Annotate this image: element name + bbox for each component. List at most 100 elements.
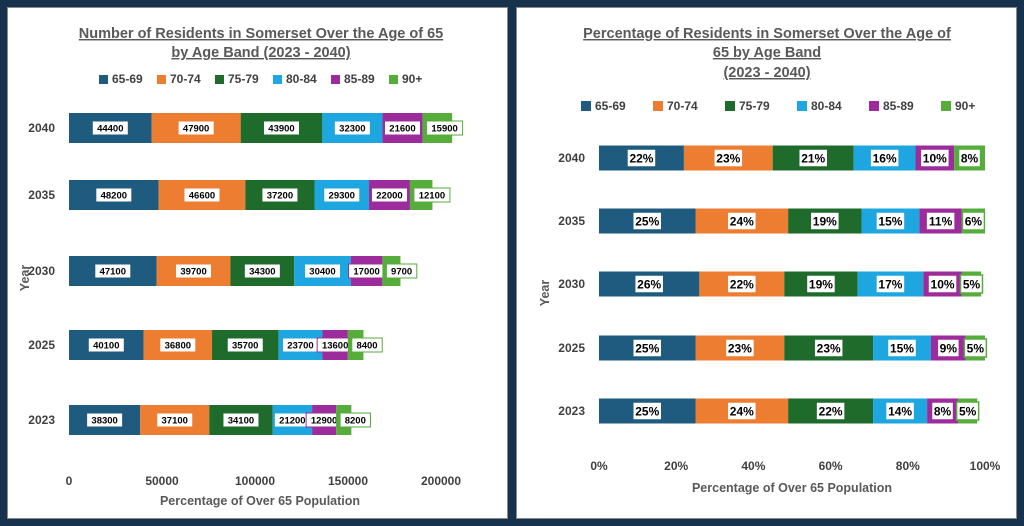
data-label: 17%	[878, 278, 902, 292]
data-label: 8%	[961, 152, 979, 166]
legend-label-70-74: 70-74	[170, 72, 201, 86]
data-label-box	[94, 263, 132, 279]
data-label-box	[304, 263, 342, 279]
data-label: 23%	[728, 342, 752, 356]
data-label: 10%	[931, 278, 955, 292]
data-label: 40100	[93, 341, 119, 352]
data-label: 29300	[329, 191, 355, 202]
legend-swatch-85-89	[869, 101, 879, 111]
data-label: 5%	[963, 278, 981, 292]
data-label-box	[815, 401, 846, 421]
data-label-box	[351, 337, 383, 353]
data-label: 15%	[890, 342, 914, 356]
data-label: 6%	[965, 215, 983, 229]
chart-title-line: (2023 - 2040)	[723, 65, 810, 81]
data-label-box	[323, 187, 361, 203]
data-label-box	[875, 211, 906, 231]
x-tick-label: 150000	[328, 474, 368, 488]
data-label: 35700	[232, 341, 258, 352]
data-label-box	[930, 401, 955, 421]
x-axis-label: Percentage of Over 65 Population	[160, 494, 360, 508]
data-label-box	[263, 120, 301, 136]
x-tick-label: 0%	[590, 459, 608, 473]
legend-label-70-74: 70-74	[667, 99, 698, 113]
x-tick-label: 0	[66, 474, 73, 488]
data-label: 24%	[730, 405, 754, 419]
data-label: 44400	[97, 124, 123, 135]
data-label-box	[726, 401, 758, 421]
legend-label-65-69: 65-69	[595, 99, 626, 113]
legend-label-85-89: 85-89	[883, 99, 914, 113]
legend-swatch-90	[389, 75, 398, 84]
y-tick-label: 2023	[28, 413, 55, 427]
data-label-box	[91, 120, 129, 136]
data-label: 5%	[967, 342, 985, 356]
y-axis-label: Year	[538, 280, 552, 307]
counts-chart: Number of Residents in Somerset Over the…	[18, 26, 464, 508]
x-tick-label: 20%	[664, 459, 688, 473]
y-tick-label: 2023	[558, 404, 585, 418]
y-axis-label: Year	[18, 265, 32, 292]
data-label: 25%	[635, 405, 659, 419]
data-label: 37100	[162, 416, 188, 427]
chart-title-line: by Age Band (2023 - 2040)	[171, 45, 350, 61]
data-label: 13600	[322, 341, 348, 352]
plot-area: 0% 20% 40% 60% 80% 100% 2040 22% 23% 21% 16% 10% 8% 2…	[558, 145, 1001, 473]
legend-swatch-75-79	[725, 101, 735, 111]
data-label: 37200	[267, 191, 293, 202]
data-label: 46600	[189, 191, 215, 202]
y-tick-label: 2040	[558, 151, 585, 165]
x-tick-label: 80%	[896, 459, 920, 473]
data-label: 34300	[249, 267, 275, 278]
data-label: 12900	[311, 416, 337, 427]
y-tick-label: 2040	[28, 121, 55, 135]
data-label-box	[413, 187, 451, 203]
data-label: 47100	[100, 267, 126, 278]
legend-label-65-69: 65-69	[112, 72, 143, 86]
data-label: 21200	[279, 416, 305, 427]
data-label: 22%	[730, 278, 754, 292]
data-label: 36800	[165, 341, 191, 352]
data-label-box	[886, 338, 918, 358]
data-label: 34100	[228, 416, 254, 427]
data-label-box	[632, 401, 663, 421]
data-label: 9%	[940, 342, 958, 356]
data-label: 48200	[101, 191, 127, 202]
data-label-box	[797, 148, 829, 168]
data-label: 17000	[353, 267, 379, 278]
legend-label-75-79: 75-79	[228, 72, 259, 86]
data-label: 22%	[629, 152, 653, 166]
legend: 65-69 70-74 75-79 80-84 85-89 90+	[99, 72, 422, 86]
x-tick-label: 100000	[235, 474, 275, 488]
data-label-box	[95, 187, 133, 203]
data-label: 14%	[888, 405, 912, 419]
y-tick-label: 2030	[558, 277, 585, 291]
y-tick-label: 2030	[28, 264, 55, 278]
data-label-box	[927, 274, 958, 294]
chart-title-line: Number of Residents in Somerset Over the…	[79, 26, 443, 42]
legend-swatch-80-84	[273, 75, 282, 84]
chart-panel-percent: Percentage of Residents in Somerset Over…	[516, 7, 1017, 519]
data-label: 22%	[819, 405, 843, 419]
data-label: 12100	[419, 191, 445, 202]
data-label: 11%	[929, 215, 953, 229]
data-label-box	[159, 337, 197, 353]
x-tick-label: 40%	[741, 459, 765, 473]
data-label-box	[724, 338, 756, 358]
data-label-box	[243, 263, 281, 279]
data-label-box	[175, 263, 213, 279]
data-label-box	[633, 274, 665, 294]
data-label: 32300	[339, 124, 365, 135]
percent-chart: Percentage of Residents in Somerset Over…	[538, 26, 1001, 495]
legend-swatch-75-79	[215, 75, 224, 84]
data-label-box	[183, 187, 221, 203]
data-label: 15900	[431, 124, 457, 135]
x-tick-label: 200000	[421, 474, 461, 488]
data-label-box	[875, 274, 906, 294]
data-label-box	[87, 337, 125, 353]
data-label-box	[426, 120, 464, 136]
data-label-box	[156, 412, 194, 428]
data-label-box	[261, 187, 299, 203]
data-label: 8%	[934, 405, 952, 419]
data-label-box	[805, 274, 837, 294]
